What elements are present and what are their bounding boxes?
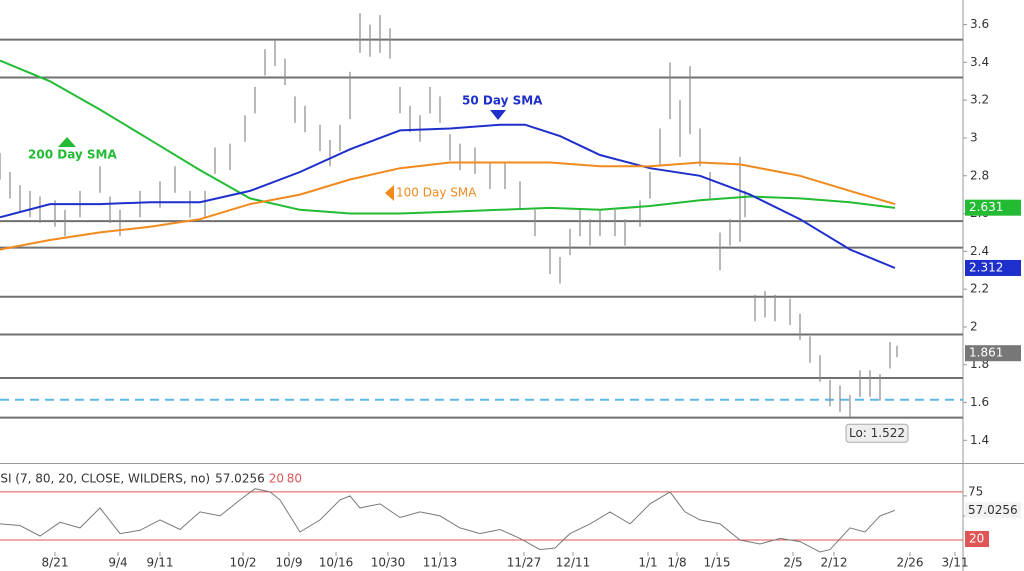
y-tick-label: 2.8	[970, 168, 989, 182]
sma-line	[0, 123, 896, 269]
y-tick-label: 3	[970, 130, 978, 144]
x-tick-label: 10/30	[371, 556, 406, 570]
last-value-box	[965, 199, 1021, 216]
rsi-value-box	[965, 502, 1021, 519]
x-tick-label: 2/12	[821, 556, 848, 570]
y-tick-label: 2	[970, 319, 978, 333]
y-tick-label: 1.6	[970, 395, 989, 409]
y-tick-label: 3.4	[970, 55, 989, 69]
y-tick-label: 75	[968, 484, 983, 498]
rsi-value: 57.0256	[215, 472, 265, 486]
rsi-title: RSI (7, 80, 20, CLOSE, WILDERS, no)	[0, 472, 210, 486]
low-box	[845, 423, 909, 443]
rsi-value-axis-label: 57.0256	[968, 503, 1018, 517]
y-tick-label: 3.2	[970, 93, 989, 107]
x-tick-label: 10/9	[276, 556, 303, 570]
annotation-label: 100 Day SMA	[396, 186, 477, 200]
x-tick-label: 10/16	[319, 556, 354, 570]
x-tick-label: 2/26	[897, 556, 924, 570]
y-tick-label: 2.2	[970, 282, 989, 296]
x-tick-label: 1/1	[638, 556, 657, 570]
x-tick-label: 1/8	[667, 556, 686, 570]
x-tick-label: 1/15	[704, 556, 731, 570]
x-tick-label: 11/13	[423, 556, 458, 570]
low-label: Lo: 1.522	[849, 426, 905, 440]
sma-line	[0, 161, 896, 251]
annotation-marker	[58, 137, 76, 147]
annotation-marker	[490, 110, 506, 120]
last-value-label: 2.312	[969, 260, 1003, 274]
x-tick-label: 9/11	[147, 556, 174, 570]
x-tick-label: 3/11	[942, 556, 969, 570]
y-tick-label: 1.4	[970, 433, 989, 447]
rsi-oversold-box	[965, 531, 989, 547]
x-tick-label: 10/2	[230, 556, 257, 570]
y-tick-label: 2.4	[970, 244, 989, 258]
x-tick-label: 11/27	[507, 556, 542, 570]
rsi-overbought-label: 80	[287, 472, 302, 486]
x-tick-label: 8/21	[42, 556, 69, 570]
rsi-oversold-label: 20	[269, 472, 284, 486]
x-tick-label: 12/11	[556, 556, 591, 570]
last-value-label: 2.631	[969, 200, 1003, 214]
annotation-marker	[385, 185, 394, 201]
annotation-label: 50 Day SMA	[462, 94, 543, 108]
annotation-label: 200 Day SMA	[28, 148, 118, 162]
sma-line	[0, 59, 896, 215]
x-tick-label: 2/5	[783, 556, 802, 570]
x-tick-label: 9/4	[108, 556, 127, 570]
rsi-line	[0, 488, 896, 553]
last-value-box	[965, 259, 1021, 276]
last-price-label: 1.861	[969, 346, 1003, 360]
rsi-oversold-axis-label: 20	[969, 532, 984, 546]
last-price-box	[965, 345, 1021, 362]
y-tick-label: 3.6	[970, 17, 989, 31]
